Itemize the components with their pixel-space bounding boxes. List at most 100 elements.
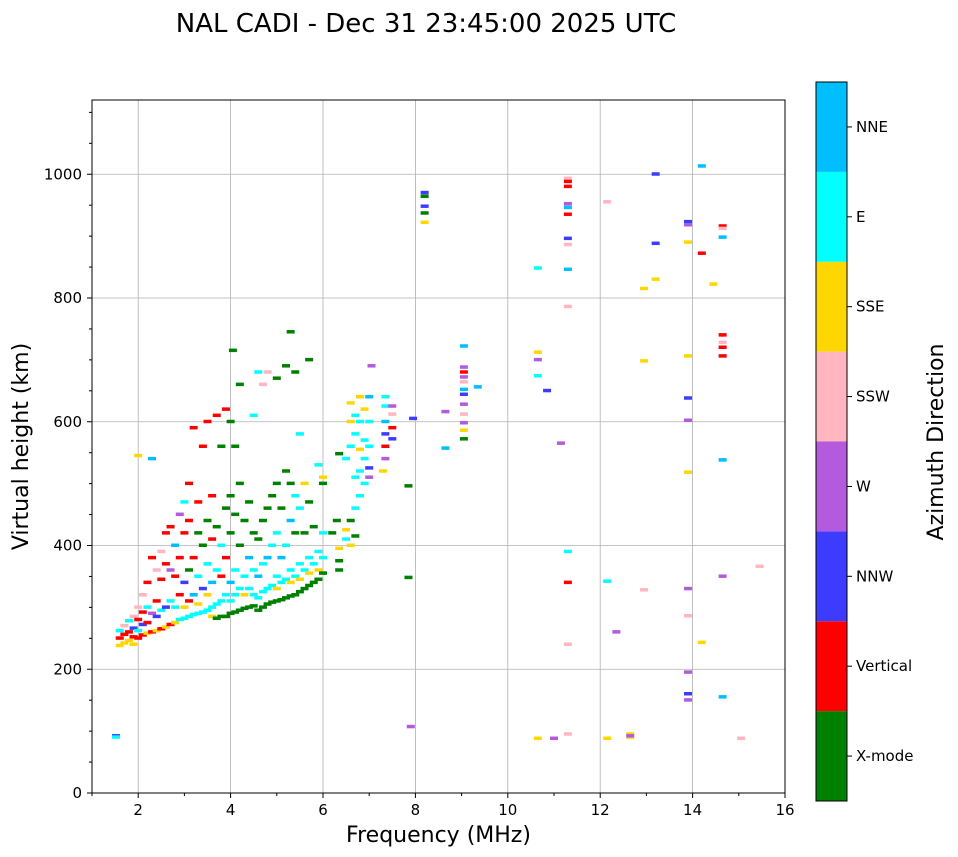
data-point (277, 506, 286, 510)
data-point (282, 469, 291, 473)
data-point (709, 282, 718, 286)
data-point (194, 611, 203, 616)
data-point (533, 736, 542, 741)
data-point (228, 348, 237, 353)
data-point (305, 571, 314, 575)
data-point (718, 340, 727, 345)
data-point (263, 555, 272, 560)
data-point (346, 543, 355, 547)
data-point (305, 500, 314, 504)
data-point (404, 484, 413, 488)
data-point (286, 594, 295, 598)
data-point (171, 543, 180, 547)
data-point (683, 586, 692, 591)
data-point (249, 593, 258, 597)
data-point (258, 518, 267, 523)
data-point (272, 531, 281, 535)
data-point (286, 330, 295, 334)
x-tick-label: 14 (683, 801, 702, 819)
data-point (406, 724, 415, 729)
data-point (143, 620, 152, 625)
data-point (718, 354, 727, 358)
data-point (124, 618, 133, 623)
plot-area (92, 100, 786, 793)
data-point (459, 437, 468, 441)
data-point (203, 518, 212, 523)
data-point (314, 549, 323, 554)
data-point (420, 190, 429, 195)
data-point (651, 172, 660, 176)
data-point (319, 481, 327, 486)
data-point (683, 396, 692, 400)
data-point (249, 531, 258, 535)
x-axis-ticks: 2 4 6 8 10 12 14 16 (91, 793, 795, 819)
data-point (277, 580, 286, 585)
data-point (342, 537, 351, 541)
data-point (235, 481, 244, 486)
data-point (212, 616, 221, 621)
data-point (263, 602, 272, 606)
data-point (166, 599, 175, 603)
data-point (355, 395, 364, 399)
data-point (640, 359, 649, 363)
data-point (254, 608, 263, 612)
y-tick-label: 200 (53, 660, 82, 678)
data-point (138, 610, 147, 614)
data-point (556, 441, 565, 445)
data-point (175, 555, 184, 560)
data-point (300, 568, 309, 572)
data-point (129, 635, 138, 639)
data-point (240, 574, 249, 578)
colorbar-tick-label: Vertical (856, 657, 912, 675)
grid-lines (92, 100, 786, 793)
data-point (563, 304, 572, 309)
colorbar-tick-label: NNE (856, 118, 888, 136)
x-tick-label: 4 (226, 801, 236, 819)
data-point (245, 605, 254, 609)
data-point (217, 614, 226, 619)
data-point (245, 500, 254, 504)
data-point (381, 432, 390, 436)
data-point (683, 614, 692, 618)
data-point (737, 736, 746, 741)
colorbar-segment (816, 261, 847, 352)
data-point (185, 614, 194, 619)
data-point (683, 219, 692, 224)
data-point (626, 734, 635, 738)
data-point (272, 376, 281, 380)
data-point (194, 602, 203, 606)
data-point (258, 589, 267, 594)
data-point (161, 562, 170, 566)
data-point (134, 453, 143, 458)
colorbar-segment (816, 171, 847, 262)
data-point (282, 364, 291, 368)
data-point (185, 481, 194, 486)
data-point (651, 277, 660, 281)
data-point (473, 385, 482, 389)
data-point (161, 625, 170, 629)
data-point (152, 614, 161, 619)
data-point (697, 164, 706, 168)
data-point (603, 579, 612, 583)
data-point (563, 176, 572, 181)
data-point (295, 589, 304, 594)
data-point (148, 555, 157, 560)
data-point (217, 444, 226, 448)
axes-frame (91, 99, 786, 794)
data-point (300, 531, 309, 535)
data-point (360, 407, 369, 411)
data-point (231, 593, 240, 597)
y-tick-label: 600 (53, 413, 82, 431)
data-point (291, 531, 300, 535)
data-point (420, 211, 429, 215)
data-point (212, 568, 221, 572)
data-point (217, 543, 226, 547)
data-point (189, 555, 198, 560)
colorbar-tick-label: SSE (856, 298, 885, 316)
colorbar: X-mode Vertical NNW W SSW SSE E NNE (815, 81, 913, 802)
data-point (249, 568, 258, 572)
data-point (272, 574, 281, 578)
data-point (459, 387, 468, 392)
data-point (365, 395, 374, 399)
